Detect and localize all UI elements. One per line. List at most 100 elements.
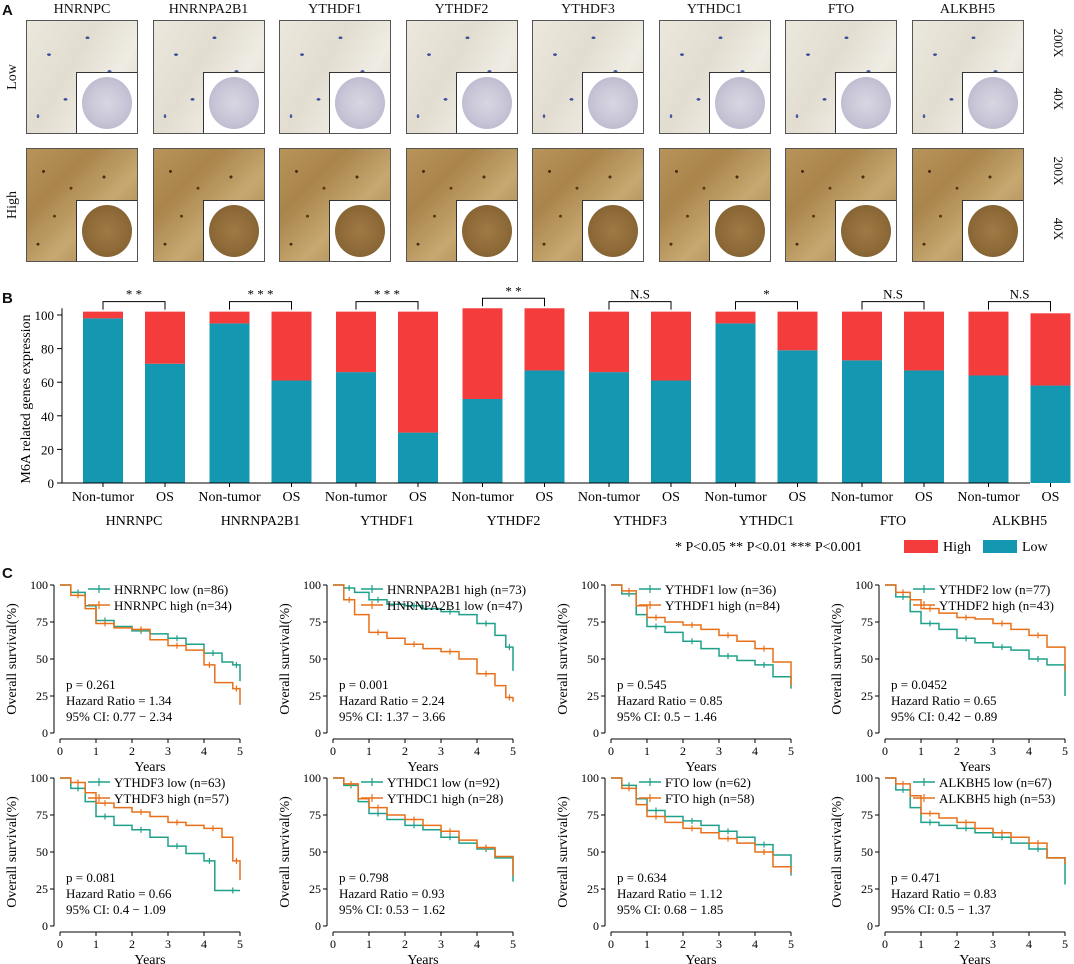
- x-tick-label: OS: [536, 490, 554, 505]
- tma-core-inset: [835, 72, 896, 133]
- km-curve-high: [333, 777, 514, 876]
- km-y-tick-label: 50: [309, 652, 321, 666]
- km-y-tick-label: 100: [303, 578, 321, 592]
- x-tick-label: OS: [283, 490, 301, 505]
- micrograph-hnrnpc-high: [26, 148, 138, 262]
- gene-header-ythdf3: YTHDF3: [561, 2, 615, 17]
- x-tick-label: OS: [662, 490, 680, 505]
- km-curve-high: [885, 584, 1066, 671]
- km-x-axis-title: Years: [959, 953, 990, 964]
- km-x-tick-label: 4: [474, 744, 480, 758]
- tma-core-inset: [582, 72, 643, 133]
- km-y-axis-title: Overall survival(%): [5, 796, 20, 908]
- km-y-tick-label: 100: [855, 771, 873, 785]
- significance-bracket: [735, 301, 798, 310]
- x-tick-label: Non-tumor: [72, 490, 135, 505]
- magnification-label: 40X: [1051, 87, 1066, 111]
- bar-high-fto-nontumor: [842, 311, 882, 361]
- gene-group-label: YTHDC1: [739, 514, 794, 529]
- km-x-tick-label: 1: [366, 937, 372, 951]
- km-legend-label: HNRNPC high (n=34): [114, 598, 232, 613]
- km-x-tick-label: 0: [882, 744, 888, 758]
- km-x-axis-title: Years: [134, 953, 165, 964]
- km-legend-label: FTO high (n=58): [665, 791, 754, 806]
- km-y-tick-label: 0: [867, 919, 873, 933]
- km-x-axis-title: Years: [407, 953, 438, 964]
- km-curve-high: [60, 777, 241, 881]
- tma-core-inset: [76, 72, 137, 133]
- x-tick-label: OS: [156, 490, 174, 505]
- legend-label-high: High: [943, 540, 971, 555]
- km-x-tick-label: 1: [93, 937, 99, 951]
- km-y-tick-label: 50: [587, 652, 599, 666]
- bar-high-fto-os: [904, 311, 944, 371]
- km-x-axis-title: Years: [407, 760, 438, 775]
- tissue-core-image: [714, 77, 765, 129]
- tma-core-inset: [961, 72, 1023, 133]
- km-x-tick-label: 2: [680, 937, 686, 951]
- bar-high-ythdc1-os: [777, 311, 818, 351]
- km-x-tick-label: 0: [608, 744, 614, 758]
- tma-core-inset: [202, 72, 264, 133]
- km-x-tick-label: 0: [882, 937, 888, 951]
- legend-swatch-high: [904, 540, 938, 553]
- significance-bracket: [355, 301, 419, 310]
- km-stat-text: Hazard Ratio = 1.12: [617, 886, 723, 901]
- x-tick-label: Non-tumor: [704, 490, 767, 505]
- km-x-tick-label: 3: [438, 937, 444, 951]
- significance-bracket: [861, 301, 925, 310]
- km-x-tick-label: 2: [402, 744, 408, 758]
- tma-core-inset: [455, 72, 517, 133]
- km-y-tick-label: 100: [581, 578, 599, 592]
- significance-label: * *: [126, 287, 142, 302]
- km-stat-text: 95% CI: 0.53 − 1.62: [339, 902, 445, 917]
- km-x-tick-label: 3: [990, 937, 996, 951]
- km-legend-label: YTHDF1 low (n=36): [665, 582, 776, 597]
- km-x-axis-title: Years: [685, 760, 716, 775]
- km-x-axis-title: Years: [685, 953, 716, 964]
- magnification-label: 200X: [1051, 28, 1066, 58]
- km-y-axis-title: Overall survival(%): [278, 603, 293, 715]
- km-legend-label: HNRNPA2B1 high (n=73): [387, 582, 526, 597]
- km-y-tick-label: 25: [861, 689, 873, 703]
- km-y-tick-label: 50: [861, 845, 873, 859]
- tissue-core-image: [967, 77, 1018, 129]
- km-x-tick-label: 3: [438, 744, 444, 758]
- micrograph-fto-high: [785, 148, 897, 262]
- significance-label: N.S: [630, 287, 650, 302]
- km-stat-text: p = 0.634: [617, 870, 667, 885]
- km-x-tick-label: 5: [1062, 937, 1068, 951]
- micrograph-hnrnpa2b1-high: [152, 148, 265, 262]
- bar-high-hnrnpc-os: [145, 311, 185, 364]
- row-label-high: High: [5, 191, 20, 219]
- km-x-tick-label: 5: [510, 744, 516, 758]
- km-y-tick-label: 25: [36, 882, 48, 896]
- bar-low-ythdf2-nontumor: [462, 399, 503, 483]
- km-stat-text: Hazard Ratio = 0.66: [66, 886, 172, 901]
- km-plot-3: 0 25 50 75 100 0 1 2 3 4 5 Years Overall survival(%)…: [556, 578, 794, 775]
- bar-high-alkbh5-os: [1030, 313, 1071, 386]
- significance-bracket: [608, 301, 672, 310]
- bar-low-hnrnpa2b1-os: [271, 380, 312, 483]
- km-plot-5: 0 25 50 75 100 0 1 2 3 4 5 Years Overall survival(%)…: [5, 771, 243, 964]
- km-y-tick-label: 0: [593, 919, 599, 933]
- x-tick-label: Non-tumor: [198, 490, 261, 505]
- km-y-axis-title: Overall survival(%): [556, 796, 571, 908]
- km-x-tick-label: 3: [716, 937, 722, 951]
- km-x-tick-label: 4: [474, 937, 480, 951]
- tissue-core-image: [714, 205, 765, 257]
- km-x-tick-label: 5: [510, 937, 516, 951]
- tma-core-inset: [708, 72, 770, 133]
- significance-bracket: [988, 301, 1051, 312]
- km-y-tick-label: 25: [309, 689, 321, 703]
- km-stat-text: 95% CI: 1.37 − 3.66: [339, 709, 446, 724]
- km-stat-text: p = 0.081: [66, 870, 116, 885]
- km-x-tick-label: 1: [366, 744, 372, 758]
- significance-label: N.S: [1010, 287, 1030, 302]
- bar-low-ythdf1-nontumor: [336, 372, 376, 483]
- km-stat-text: p = 0.001: [339, 677, 389, 692]
- km-curve-high: [611, 777, 792, 873]
- km-legend-label: FTO low (n=62): [665, 775, 751, 790]
- km-x-tick-label: 1: [93, 744, 99, 758]
